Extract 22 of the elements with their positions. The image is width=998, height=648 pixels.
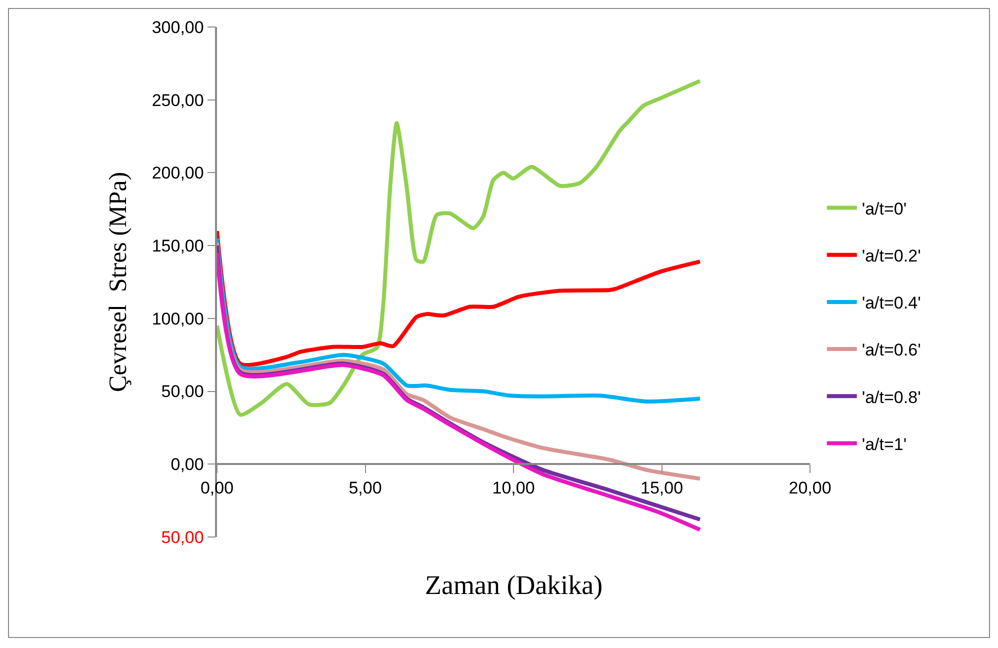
x-tick-label: 20,00 xyxy=(788,478,832,498)
y-tick-label: 0,00 xyxy=(170,455,204,474)
y-tick-label: 250,00 xyxy=(152,90,204,110)
legend-label: 'a/t=1' xyxy=(862,434,907,454)
x-tick-label: 10,00 xyxy=(492,478,535,498)
line-series xyxy=(217,78,702,417)
y-tick-label: 300,00 xyxy=(152,18,204,37)
y-tick-label: 100,00 xyxy=(152,309,204,328)
legend-label: 'a/t=0' xyxy=(862,199,907,218)
legend-label: 'a/t=0.6' xyxy=(862,340,921,360)
y-tick-label: 200,00 xyxy=(152,164,204,183)
legend-label: 'a/t=0.4' xyxy=(862,294,921,313)
y-tick-label: 50,00 xyxy=(161,528,204,547)
y-axis-title: Çevresel Stres (MPa) xyxy=(105,172,132,392)
x-axis-title: Zaman (Dakika) xyxy=(425,570,603,600)
x-tick-label: 15,00 xyxy=(640,478,684,498)
x-tick-label: 0,00 xyxy=(200,478,234,498)
x-tick-label: 5,00 xyxy=(348,478,382,498)
y-tick-label: 50,00 xyxy=(161,382,204,402)
legend-label: 'a/t=0.2' xyxy=(862,246,921,266)
y-tick-label: 150,00 xyxy=(152,236,204,256)
legend-label: 'a/t=0.8' xyxy=(862,388,921,407)
